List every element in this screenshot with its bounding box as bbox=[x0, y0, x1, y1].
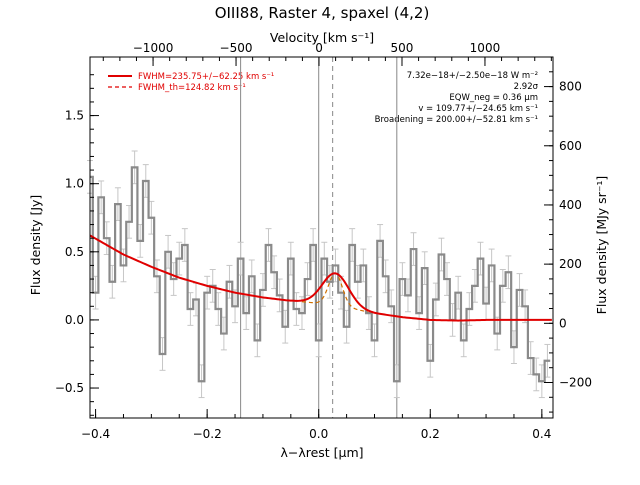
x-axis-label: λ−λrest [μm] bbox=[280, 445, 363, 460]
y-tick-label: 1.5 bbox=[65, 109, 84, 123]
legend-label: FWHM_th=124.82 km s⁻¹ bbox=[138, 83, 246, 93]
x-tick-label: 0.0 bbox=[309, 427, 328, 441]
legend: FWHM=235.75+/−62.25 km s⁻¹FWHM_th=124.82… bbox=[108, 72, 274, 93]
plot-frame bbox=[89, 56, 554, 419]
fit-annotation: 7.32e−18+/−2.50e−18 W m⁻² bbox=[407, 71, 538, 81]
x-tick-label: −0.2 bbox=[193, 427, 222, 441]
top-tick-label: −1000 bbox=[133, 41, 174, 55]
chart-title: OIII88, Raster 4, spaxel (4,2) bbox=[215, 4, 430, 22]
x-tick-label: 0.4 bbox=[532, 427, 551, 441]
fit-annotation: 2.92σ bbox=[514, 82, 539, 92]
top-tick-label: 500 bbox=[391, 41, 414, 55]
right-tick-label: −200 bbox=[559, 375, 592, 389]
right-tick-label: 600 bbox=[559, 139, 582, 153]
right-axis-label: Flux density [MJy sr⁻¹] bbox=[594, 176, 609, 315]
top-tick-label: 1000 bbox=[470, 41, 501, 55]
fit-annotation: Broadening = 200.00+/−52.81 km s⁻¹ bbox=[375, 115, 538, 125]
y-tick-label: 1.0 bbox=[65, 177, 84, 191]
right-tick-label: 800 bbox=[559, 80, 582, 94]
x-tick-label: −0.4 bbox=[81, 427, 110, 441]
legend-label: FWHM=235.75+/−62.25 km s⁻¹ bbox=[138, 72, 274, 82]
y-axis-label: Flux density [Jy] bbox=[28, 195, 43, 296]
spectrum-line bbox=[90, 166, 551, 383]
y-tick-label: −0.5 bbox=[55, 381, 84, 395]
right-tick-label: 200 bbox=[559, 257, 582, 271]
top-tick-label: 0 bbox=[315, 41, 323, 55]
top-tick-label: −500 bbox=[220, 41, 253, 55]
top-axis-label: Velocity [km s⁻¹] bbox=[270, 30, 374, 45]
fit-annotation: EQW_neg = 0.36 μm bbox=[449, 93, 538, 103]
y-tick-label: 0.5 bbox=[65, 245, 84, 259]
right-tick-label: 0 bbox=[559, 316, 567, 330]
y-tick-label: 0.0 bbox=[65, 313, 84, 327]
x-tick-label: 0.2 bbox=[421, 427, 440, 441]
gaussian-fit-line bbox=[89, 234, 552, 322]
fit-annotation: v = 109.77+/−24.65 km s⁻¹ bbox=[418, 104, 538, 114]
right-tick-label: 400 bbox=[559, 198, 582, 212]
